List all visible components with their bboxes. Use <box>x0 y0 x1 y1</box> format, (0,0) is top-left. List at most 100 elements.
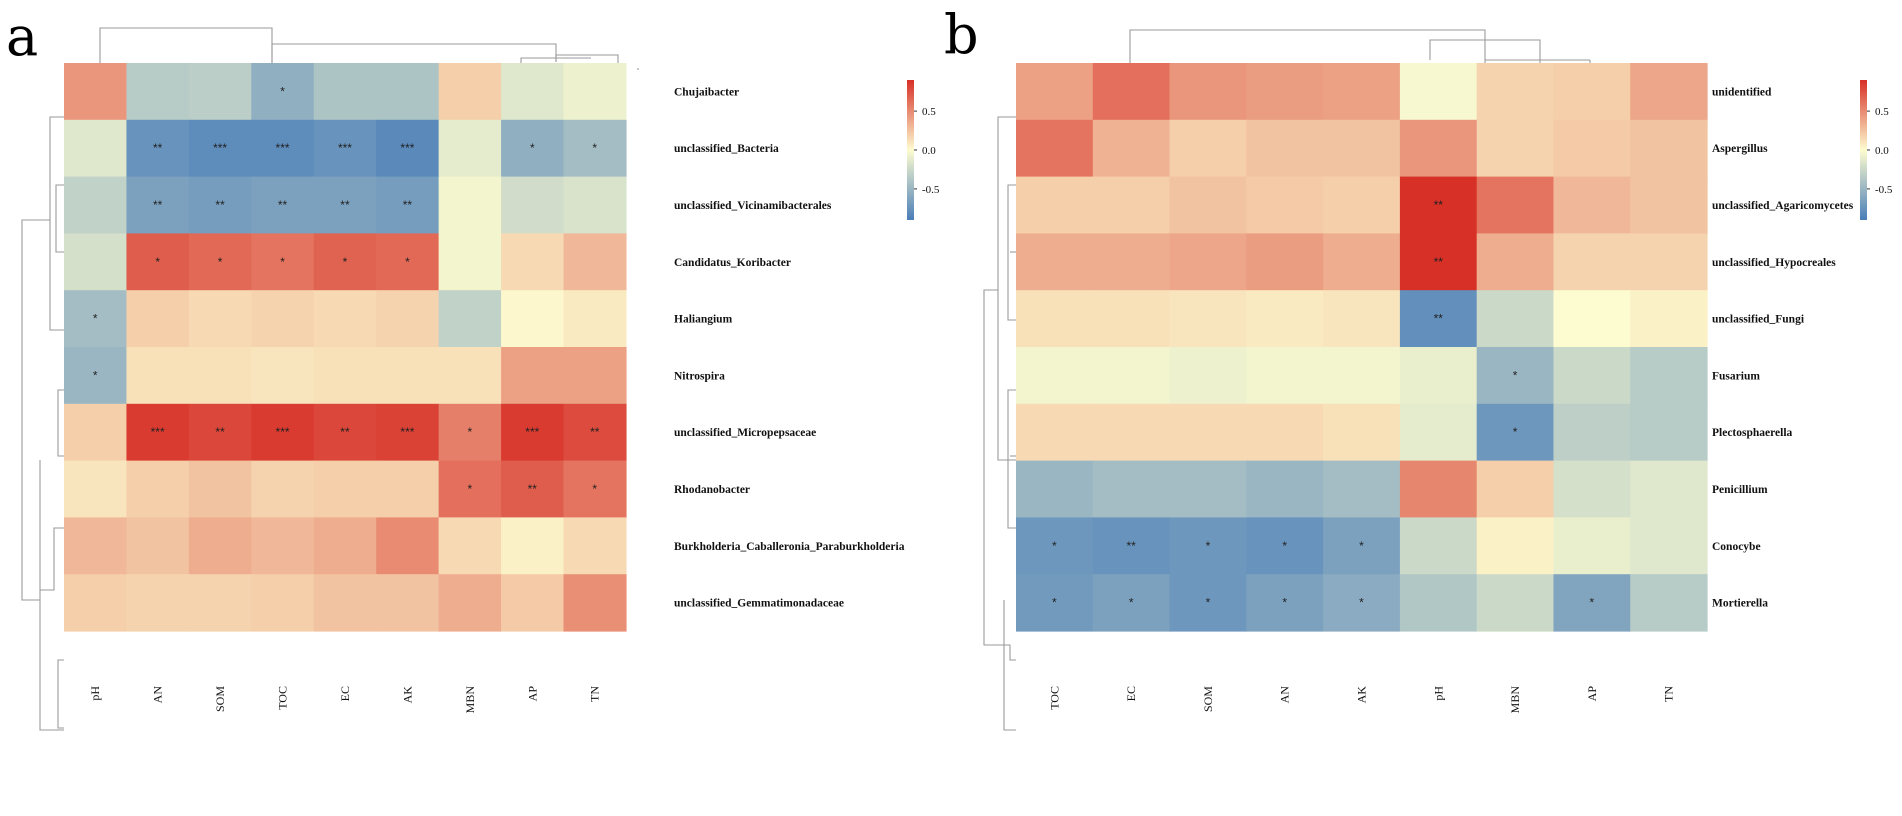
panel-letter-b: b <box>944 3 979 66</box>
row-label: Burkholderia_Caballeronia_Paraburkholder… <box>674 541 905 553</box>
column-label: AK <box>1355 686 1369 704</box>
column-label: TN <box>588 686 602 702</box>
heatmap-cell <box>1399 176 1478 234</box>
heatmap-cell <box>1323 233 1401 291</box>
heatmap-panel-b: b ********* ** * * ** * * * * * unidentifiedAsper… <box>944 3 1893 731</box>
heatmap-cell <box>1476 574 1555 632</box>
heatmap-cell <box>313 517 377 575</box>
significance-mark: ** <box>528 482 538 496</box>
heatmap-cell <box>313 347 377 405</box>
significance-mark: ** <box>215 425 225 439</box>
heatmap-cell <box>188 460 252 518</box>
heatmap-cell <box>126 119 190 178</box>
significance-mark: *** <box>151 425 165 439</box>
heatmap-cell <box>313 574 377 632</box>
column-label: AK <box>400 686 414 704</box>
heatmap-cell <box>1553 119 1631 178</box>
column-label: pH <box>88 686 102 701</box>
heatmap-cell <box>1553 347 1631 405</box>
heatmap-cell <box>188 517 252 575</box>
significance-mark: * <box>592 482 597 496</box>
heatmap-cell <box>563 290 627 348</box>
heatmap-cell <box>563 574 627 632</box>
heatmap-cell <box>1553 574 1631 632</box>
significance-mark: *** <box>276 425 290 439</box>
significance-mark: * <box>280 255 285 269</box>
colorbar-tick-label: 0.0 <box>922 145 936 157</box>
heatmap-cell <box>1246 403 1324 462</box>
heatmap-cell <box>501 403 565 462</box>
heatmap-cell <box>1169 403 1247 462</box>
column-label: AP <box>525 686 539 702</box>
heatmap-cell <box>188 119 252 178</box>
colorbar-tick-label: -0.5 <box>1875 184 1893 196</box>
significance-mark: ** <box>278 198 288 212</box>
heatmap-cell <box>1399 63 1478 121</box>
heatmap-cell <box>126 460 190 518</box>
heatmap-cell <box>1630 176 1708 234</box>
heatmap-cell <box>438 517 502 575</box>
heatmap-cell <box>1092 233 1171 291</box>
heatmap-cell <box>1246 233 1324 291</box>
row-label: Haliangium <box>674 314 733 326</box>
heatmap-cell <box>1016 290 1094 348</box>
heatmap-cell <box>438 403 502 462</box>
significance-mark: * <box>343 255 348 269</box>
heatmap-cell <box>1016 347 1094 405</box>
heatmap-cell <box>1323 347 1401 405</box>
significance-mark: * <box>1206 539 1211 553</box>
significance-mark: *** <box>525 425 539 439</box>
heatmap-cell <box>1016 233 1094 291</box>
heatmap-cell <box>1016 176 1094 234</box>
heatmap-cell <box>251 233 315 291</box>
heatmap-cell <box>563 233 627 291</box>
heatmap-cell <box>1476 290 1555 348</box>
heatmap-cell <box>1399 233 1478 291</box>
heatmap-cell <box>1476 233 1555 291</box>
row-label: Rhodanobacter <box>674 484 750 496</box>
heatmap-cell <box>1169 460 1247 518</box>
heatmap-cell <box>251 517 315 575</box>
row-labels-a: Chujaibacter unclassified_Bacteriaunclass… <box>674 86 905 609</box>
heatmap-cell <box>1399 574 1478 632</box>
row-label: Nitrospira <box>674 370 725 382</box>
heatmap-cell <box>1399 517 1478 575</box>
row-label: unclassified_Hypocreales <box>1712 257 1836 269</box>
heatmap-cell <box>438 63 502 121</box>
heatmap-cell <box>1092 119 1171 178</box>
heatmap-cell <box>313 233 377 291</box>
heatmap-cell <box>1246 347 1324 405</box>
heatmap-cell <box>64 347 128 405</box>
significance-mark: * <box>93 312 98 326</box>
significance-mark: ** <box>1434 312 1444 326</box>
heatmap-cell <box>251 176 315 234</box>
significance-mark: * <box>405 255 410 269</box>
heatmap-cell <box>313 119 377 178</box>
heatmap-cell <box>1323 176 1401 234</box>
significance-mark: * <box>468 425 473 439</box>
significance-mark: * <box>530 141 535 155</box>
heatmap-cell <box>1092 574 1171 632</box>
heatmap-cell <box>1630 119 1708 178</box>
heatmap-cell <box>1399 119 1478 178</box>
row-label: Mortierella <box>1712 598 1768 610</box>
heatmap-cell <box>1323 517 1401 575</box>
heatmap-cell <box>501 347 565 405</box>
heatmap-cell <box>1016 574 1094 632</box>
significance-mark: ** <box>215 198 225 212</box>
heatmap-cell <box>1169 347 1247 405</box>
heatmap-cell <box>1630 517 1708 575</box>
heatmap-cell <box>1246 119 1324 178</box>
heatmap-cell <box>251 347 315 405</box>
row-label: unclassified_Micropepsaceae <box>674 427 816 439</box>
heatmap-cell <box>188 290 252 348</box>
significance-mark: ** <box>590 425 600 439</box>
significance-mark: ** <box>340 425 350 439</box>
heatmap-cell <box>501 517 565 575</box>
heatmap-cell <box>1092 347 1171 405</box>
heatmap-cell <box>1323 63 1401 121</box>
heatmap-cell <box>563 119 627 178</box>
heatmap-cell <box>376 347 440 405</box>
heatmap-cell <box>376 233 440 291</box>
